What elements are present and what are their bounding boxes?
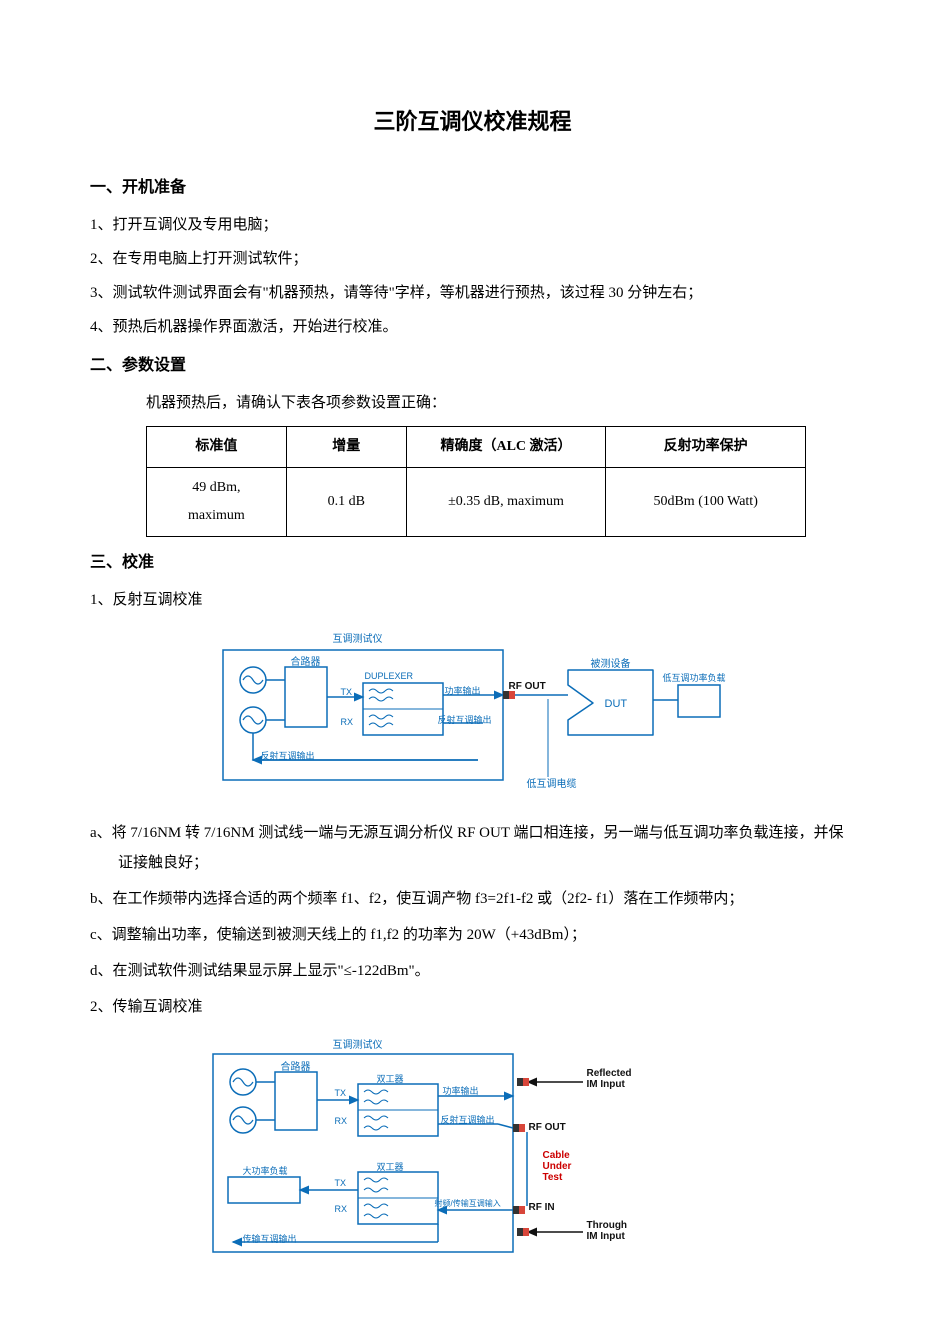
s1-item-2: 2、在专用电脑上打开测试软件； xyxy=(90,244,855,274)
d2-rx1: RX xyxy=(335,1112,348,1130)
d1-title: 互调测试仪 xyxy=(333,630,383,650)
d1-load: 低互调功率负载 xyxy=(663,669,726,687)
d2-rfout: RF OUT xyxy=(529,1118,566,1138)
section1-header: 一、开机准备 xyxy=(90,172,855,204)
s1-item-1: 1、打开互调仪及专用电脑； xyxy=(90,210,855,240)
s3-step-d: d、在测试软件测试结果显示屏上显示"≤-122dBm"。 xyxy=(90,956,855,986)
d1-rx: RX xyxy=(341,713,354,731)
d2-reflout: 反射互调输出 xyxy=(441,1111,495,1129)
s3-step-c: c、调整输出功率，使输送到被测天线上的 f1,f2 的功率为 20W（+43dB… xyxy=(90,920,855,950)
d2-bigload: 大功率负载 xyxy=(243,1162,288,1180)
d2-refl-in: Reflected IM Input xyxy=(587,1068,632,1090)
d1-combiner: 合路器 xyxy=(291,653,321,673)
d2-tx1: TX xyxy=(335,1084,347,1102)
s1-item-3: 3、测试软件测试界面会有"机器预热，请等待"字样，等机器进行预热，该过程 30 … xyxy=(90,278,855,308)
d1-refl-arrow: 反射互调输出 xyxy=(261,747,315,765)
section3-header: 三、校准 xyxy=(90,547,855,579)
s3-step-b: b、在工作频带内选择合适的两个频率 f1、f2，使互调产物 f3=2f1-f2 … xyxy=(90,884,855,914)
cell-acc: ±0.35 dB, maximum xyxy=(406,468,606,537)
s3-step-a: a、将 7/16NM 转 7/16NM 测试线一端与无源互调分析仪 RF OUT… xyxy=(90,818,855,878)
d1-reflout: 反射互调输出 xyxy=(438,711,492,729)
d2-tx2: TX xyxy=(335,1174,347,1192)
parameter-table: 标准值 增量 精确度（ALC 激活） 反射功率保护 49 dBm, maximu… xyxy=(146,426,806,537)
d2-dup2: 双工器 xyxy=(377,1158,404,1176)
col-std: 标准值 xyxy=(147,427,287,468)
d1-tx: TX xyxy=(341,683,353,701)
table-row: 49 dBm, maximum 0.1 dB ±0.35 dB, maximum… xyxy=(147,468,806,537)
d1-duplexer: DUPLEXER xyxy=(365,667,414,685)
document-title: 三阶互调仪校准规程 xyxy=(90,100,855,144)
d1-cable: 低互调电缆 xyxy=(527,775,577,795)
d2-title: 互调测试仪 xyxy=(333,1036,383,1056)
section2-header: 二、参数设置 xyxy=(90,350,855,382)
col-acc: 精确度（ALC 激活） xyxy=(406,427,606,468)
col-ref: 反射功率保护 xyxy=(606,427,806,468)
cell-inc: 0.1 dB xyxy=(286,468,406,537)
d2-through-out: 传输互调输出 xyxy=(243,1230,297,1248)
d2-cable-test: Cable Under Test xyxy=(543,1150,572,1183)
col-inc: 增量 xyxy=(286,427,406,468)
d2-rx2: RX xyxy=(335,1200,348,1218)
d1-powerout: 功率输出 xyxy=(445,682,481,700)
s3-sub1-title: 1、反射互调校准 xyxy=(90,585,855,615)
d2-through-in: Through IM Input xyxy=(587,1220,628,1242)
cell-std: 49 dBm, maximum xyxy=(147,468,287,537)
d1-rfout: RF OUT xyxy=(509,677,546,697)
d1-dut-top: 被测设备 xyxy=(591,655,631,675)
diagram-transmission: 互调测试仪 合路器 双工器 TX RX 功率输出 反射互调输出 RF OUT R… xyxy=(203,1032,743,1262)
d2-rfin: RF IN xyxy=(529,1198,555,1218)
d2-rf-through: 射频/传输互调输入 xyxy=(435,1196,501,1212)
cell-ref: 50dBm (100 Watt) xyxy=(606,468,806,537)
d2-powerout: 功率输出 xyxy=(443,1082,479,1100)
table-header-row: 标准值 增量 精确度（ALC 激活） 反射功率保护 xyxy=(147,427,806,468)
d2-combiner: 合路器 xyxy=(281,1058,311,1078)
s2-intro: 机器预热后，请确认下表各项参数设置正确： xyxy=(90,388,855,418)
diagram-reflection: 互调测试仪 合路器 DUPLEXER TX RX 功率输出 反射互调输出 反射互… xyxy=(213,625,733,800)
s1-item-4: 4、预热后机器操作界面激活，开始进行校准。 xyxy=(90,312,855,342)
s3-sub2-title: 2、传输互调校准 xyxy=(90,992,855,1022)
d2-dup1: 双工器 xyxy=(377,1070,404,1088)
d1-dut: DUT xyxy=(605,693,628,715)
